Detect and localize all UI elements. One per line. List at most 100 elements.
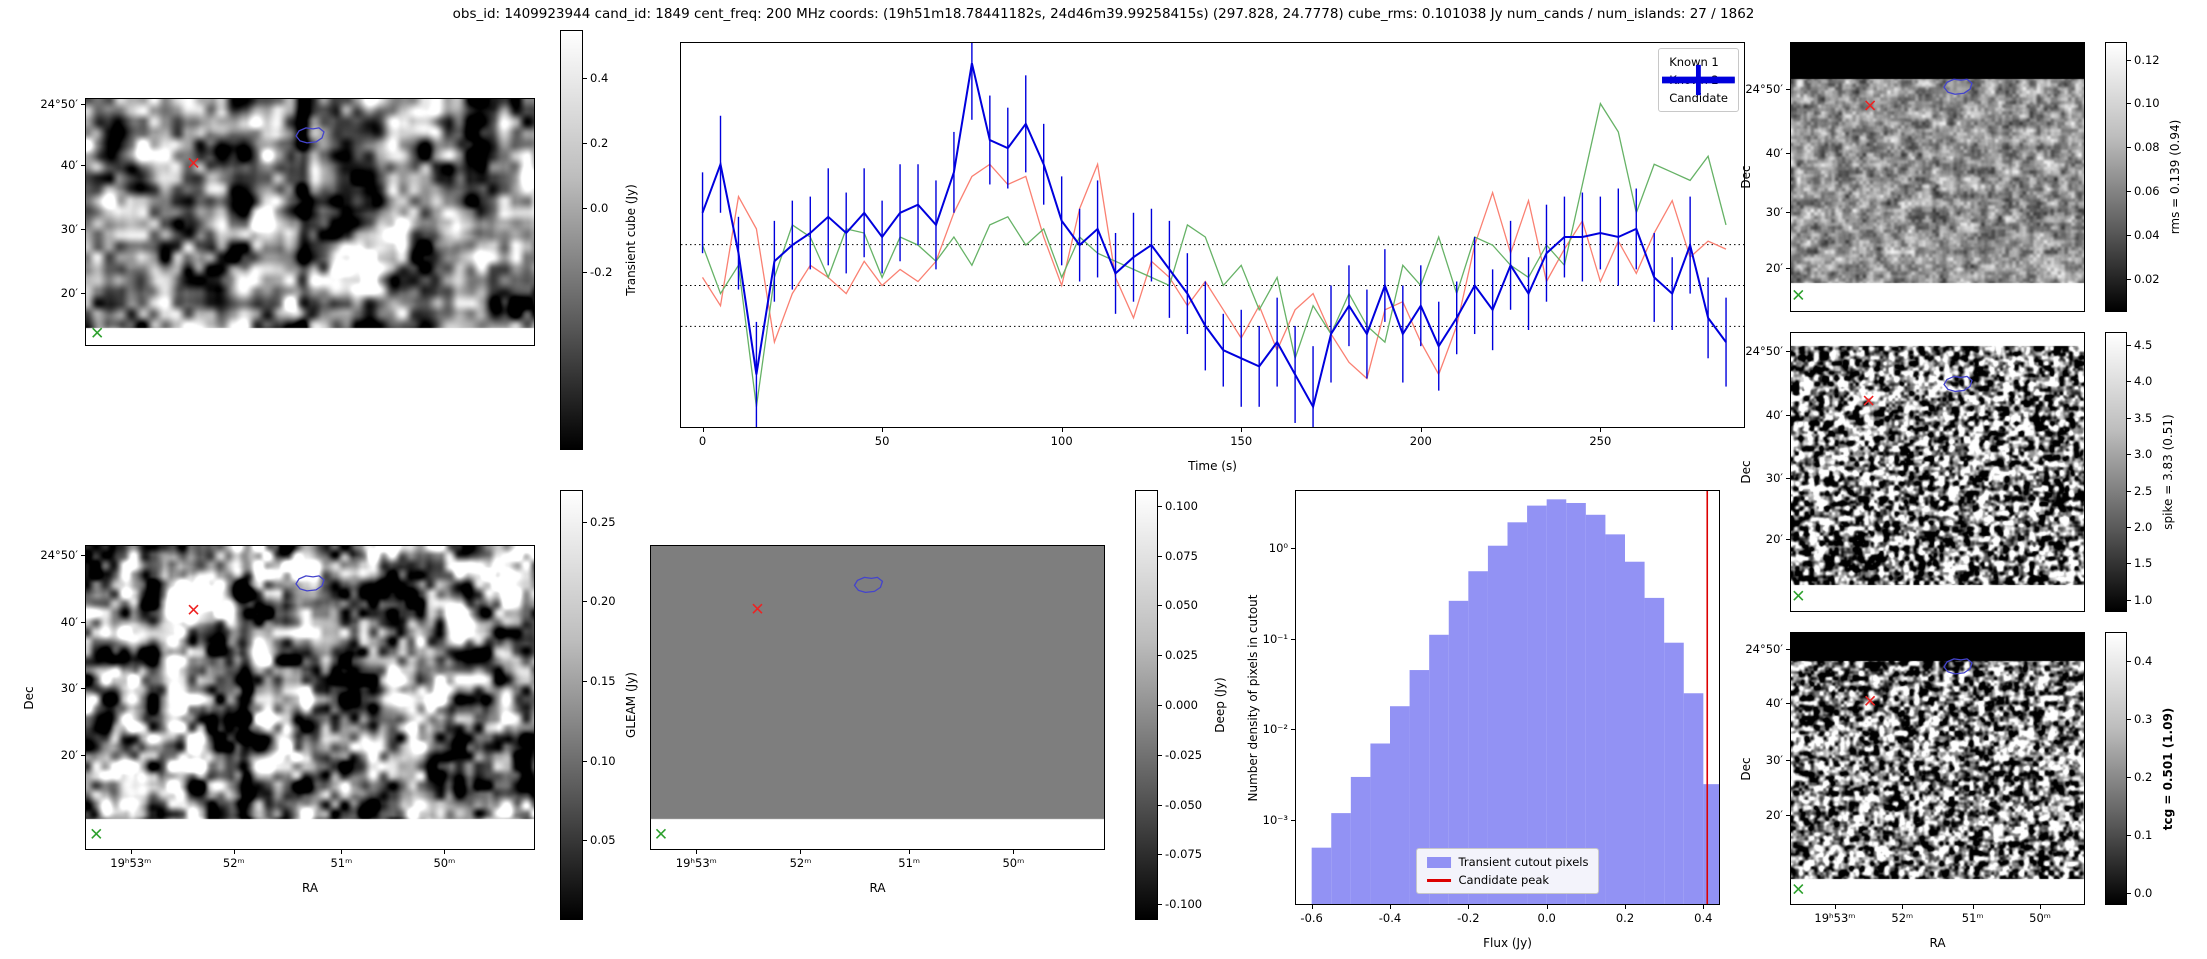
colorbar-tick-label: 0.02 xyxy=(2134,272,2160,287)
x-tick-label: 51ᵐ xyxy=(1961,911,1984,925)
colorbar-tick-mark xyxy=(1158,904,1162,906)
histogram-bar xyxy=(1566,502,1586,904)
y-tick-mark xyxy=(1786,703,1791,705)
colorbar-tick-label: 0.2 xyxy=(590,136,609,151)
y-tick-mark xyxy=(81,621,86,623)
transient-cutout-panel: 24°50′ 40′ 30′ 20′ xyxy=(40,97,535,346)
histogram-bar xyxy=(1703,784,1719,904)
colorbar-tick-label: 0.000 xyxy=(1165,698,1198,712)
candidate-x-marker xyxy=(188,157,199,169)
y-tick-label: 10⁰ xyxy=(1268,540,1288,555)
colorbar-tick-label: 0.10 xyxy=(590,753,616,768)
x-tick-mark xyxy=(1013,849,1015,854)
x-tick-label: 0.0 xyxy=(1537,911,1556,925)
y-tick-label: 10⁻³ xyxy=(1262,813,1288,828)
colorbar-tick-label: 0.10 xyxy=(2134,96,2160,111)
y-tick-label: 30′ xyxy=(1765,753,1783,768)
deep-cutout-panel: 19ʰ53ᵐ 52ᵐ 51ᵐ 50ᵐ RA xyxy=(650,545,1105,895)
legend-label: Transient cutout pixels xyxy=(1458,855,1589,869)
gleam-cutout-image xyxy=(86,546,534,849)
x-tick-label: 50ᵐ xyxy=(1002,856,1025,870)
histogram-bar xyxy=(1311,847,1332,904)
legend-item-pixels: Transient cutout pixels xyxy=(1426,855,1589,869)
deep-colorbar: Deep (Jy) 0.100 0.075 0.050 0.025 0.000 -0.02… xyxy=(1135,490,1227,920)
x-tick-label: 51ᵐ xyxy=(898,856,921,870)
colorbar-tick-label: -0.025 xyxy=(1165,747,1203,762)
y-tick-mark xyxy=(1786,415,1791,417)
x-tick-label: 51ᵐ xyxy=(330,856,353,870)
x-tick-mark xyxy=(1625,904,1626,909)
colorbar-tick-mark xyxy=(2127,103,2131,105)
x-tick-mark xyxy=(1600,427,1602,432)
colorbar-tick-label: 0.06 xyxy=(2134,184,2160,199)
time-axis-label: Time (s) xyxy=(1188,459,1237,473)
x-tick-mark xyxy=(444,849,446,854)
y-tick-label: 30′ xyxy=(1765,470,1783,485)
deep-colorbar-label: Deep (Jy) xyxy=(1212,677,1227,733)
y-tick-mark xyxy=(1786,760,1791,762)
colorbar-tick-label: 0.25 xyxy=(590,514,616,529)
island-contour xyxy=(1943,78,1973,95)
candidate-x-marker xyxy=(188,604,199,615)
tcg-cutout-image xyxy=(1791,633,2084,904)
x-tick-mark xyxy=(2040,904,2042,909)
ra-tick-labels xyxy=(86,345,534,373)
x-tick-label: 150 xyxy=(1230,434,1253,448)
legend-label: Candidate peak xyxy=(1458,873,1550,887)
colorbar-tick-mark xyxy=(1158,605,1162,607)
x-tick-label: 19ʰ53ᵐ xyxy=(1814,911,1856,925)
series-known-2 xyxy=(701,101,1727,407)
y-tick-mark xyxy=(1786,350,1791,352)
colorbar-tick-mark xyxy=(1158,505,1162,507)
y-tick-mark xyxy=(1786,88,1791,90)
y-tick-mark xyxy=(1786,814,1791,816)
x-tick-mark xyxy=(1420,427,1422,432)
colorbar-tick-label: 0.05 xyxy=(590,833,616,848)
x-tick-label: -0.6 xyxy=(1300,911,1323,925)
gleam-cutout-panel: 24°50′ 40′ 30′ 20′ 19ʰ53ᵐ 52ᵐ 51ᵐ 50ᵐ Dec RA xyxy=(22,545,535,895)
spike-cutout-image xyxy=(1791,333,2084,611)
figure-title: obs_id: 1409923944 cand_id: 1849 cent_fr… xyxy=(452,6,1755,22)
colorbar-tick-label: 3.0 xyxy=(2134,447,2153,462)
colorbar-tick-mark xyxy=(2127,279,2131,281)
x-tick-label: 52ᵐ xyxy=(1891,911,1914,925)
x-tick-mark xyxy=(130,849,132,854)
spike-cutout-panel: 24°50′ 40′ 30′ 20′ Dec xyxy=(1739,332,2085,612)
histogram-bar xyxy=(1605,534,1625,904)
x-tick-mark xyxy=(1902,904,1904,909)
legend-item-peak: Candidate peak xyxy=(1426,873,1589,887)
x-tick-mark xyxy=(702,427,704,432)
colorbar-tick-label: 0.050 xyxy=(1165,598,1198,613)
y-tick-label: 20′ xyxy=(60,286,78,301)
transient-cutout-image xyxy=(86,99,534,345)
colorbar-tick-label: 0.2 xyxy=(2134,770,2153,785)
x-tick-mark xyxy=(882,427,884,432)
candidate-line-sample xyxy=(1662,64,1735,96)
peak-line-sample xyxy=(1426,878,1451,882)
y-tick-label: 40′ xyxy=(1765,145,1783,160)
x-tick-mark xyxy=(1311,904,1313,909)
x-tick-mark xyxy=(800,849,802,854)
histogram-bar xyxy=(1331,813,1351,904)
colorbar-tick-label: 4.5 xyxy=(2134,338,2153,353)
colorbar-tick-label: 4.0 xyxy=(2134,374,2153,389)
histogram-bar xyxy=(1487,545,1508,904)
pixel-histogram-panel: 10⁰ 10⁻¹ 10⁻² 10⁻³ -0.6 -0.4 -0.2 0.0 0.2 0.4 Nu… xyxy=(1246,490,1720,950)
y-tick-label: 24°50′ xyxy=(1745,81,1783,96)
rms-cutout-image xyxy=(1791,43,2084,311)
colorbar-tick-mark xyxy=(583,521,587,523)
colorbar-tick-mark xyxy=(2127,59,2131,61)
pixels-patch-sample xyxy=(1426,856,1451,868)
colorbar-tick-label: 0.100 xyxy=(1165,498,1198,513)
x-tick-label: 19ʰ53ᵐ xyxy=(110,856,152,870)
transient-cutout-markers xyxy=(92,127,325,338)
dec-tick-labels: 24°50′ 40′ 30′ 20′ xyxy=(1721,633,1791,904)
colorbar-gradient xyxy=(2105,632,2127,905)
reference-x-marker xyxy=(91,828,102,839)
colorbar-gradient xyxy=(2105,42,2127,312)
x-tick-mark xyxy=(1241,427,1243,432)
x-tick-label: 50 xyxy=(874,434,890,448)
y-tick-mark xyxy=(1786,538,1791,540)
colorbar-tick-label: 0.0 xyxy=(590,200,609,215)
pixel-histogram-plot xyxy=(1311,491,1719,904)
